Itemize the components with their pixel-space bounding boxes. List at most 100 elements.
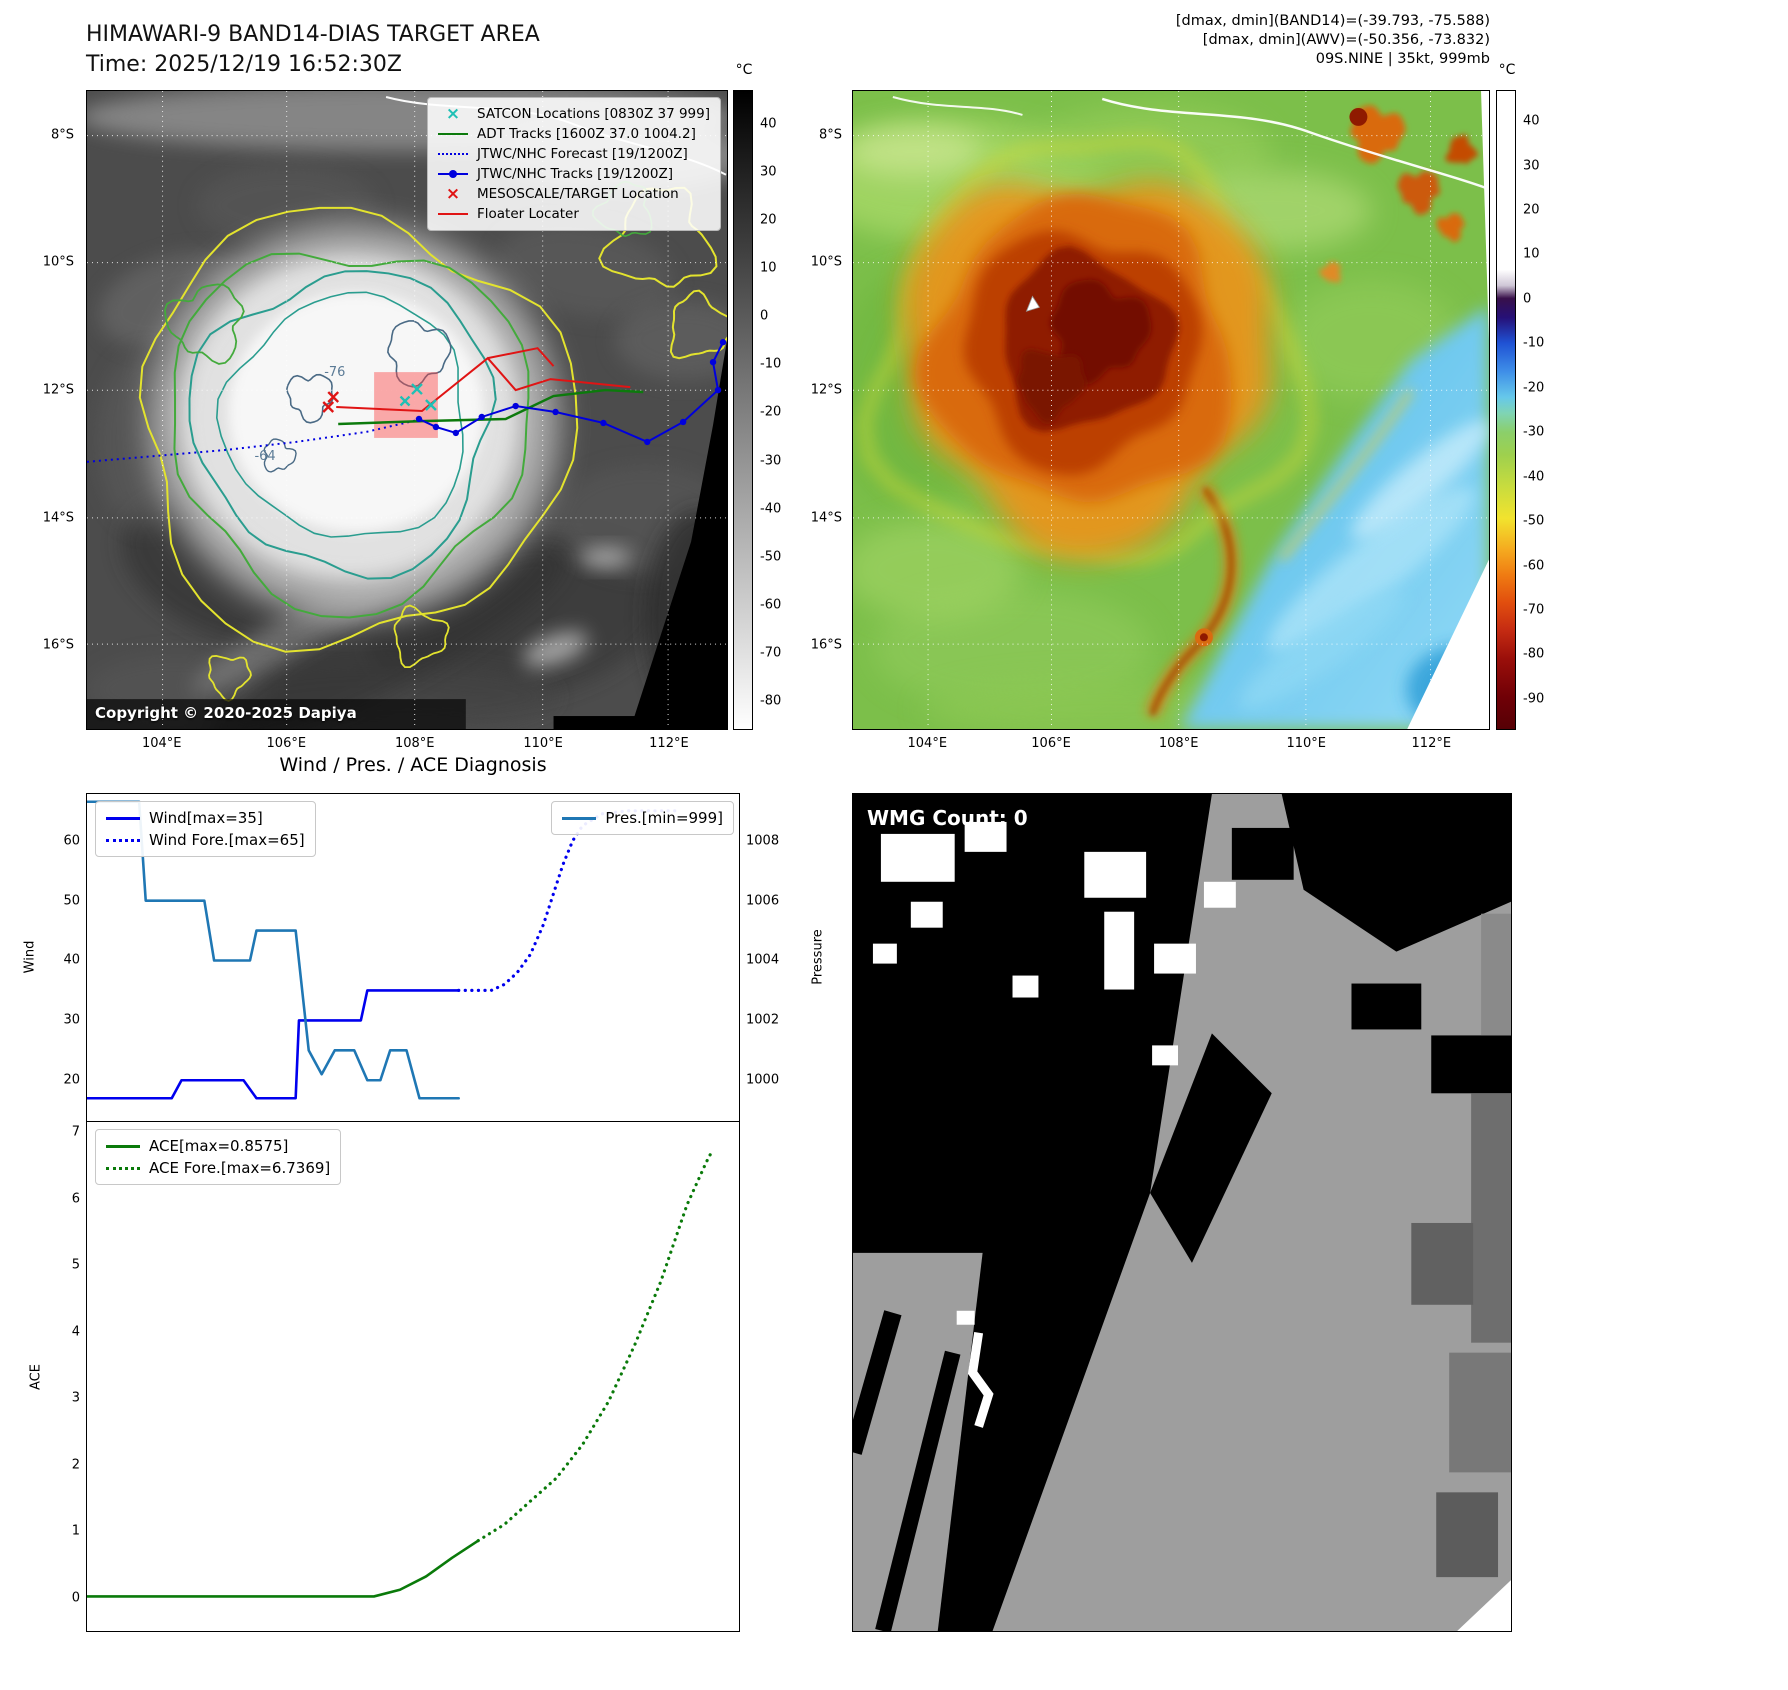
no-data-wedge (630, 340, 727, 729)
series-line (87, 1539, 480, 1598)
y-axis-tick-label: 3 (71, 1390, 80, 1406)
y-axis-tick-label: 4 (71, 1324, 80, 1340)
colorbar-tick-label: 20 (1523, 202, 1540, 218)
ace-plot (87, 1147, 715, 1598)
lat-tick-label: 16°S (42, 637, 74, 653)
y-axis-tick-label: 2 (71, 1457, 80, 1473)
band14-dmax-dmin: [dmax, dmin](BAND14)=(-39.793, -75.588) (1175, 13, 1490, 29)
chart-legend-item: Wind[max=35] (106, 807, 305, 829)
colorbar-tick-label: -10 (760, 356, 782, 372)
floater-track (336, 356, 631, 413)
colorbar-tick-label: -70 (1523, 602, 1545, 618)
pressure-legend: Pres.[min=999] (551, 801, 734, 835)
lon-tick-label: 112°E (649, 736, 689, 751)
colorbar-tick-label: -40 (760, 501, 782, 517)
lat-tick-label: 12°S (42, 382, 74, 398)
band14-colorbar (733, 90, 753, 730)
legend-line-sample (438, 153, 468, 155)
storm-tracks (87, 339, 727, 463)
copyright-label: Copyright © 2020-2025 Dapiya (95, 704, 357, 722)
contour-label: -64 (254, 449, 275, 464)
contour-label: -76 (324, 365, 345, 380)
lat-tick-label: 10°S (42, 254, 74, 270)
legend-item-label: MESOSCALE/TARGET Location (477, 186, 679, 202)
legend-item-label: SATCON Locations [0830Z 37 999] (477, 106, 710, 122)
y-axis-tick-label: 1002 (746, 1012, 780, 1028)
band14-colorbar-unit: °C (735, 62, 753, 78)
lon-tick-label: 108°E (394, 736, 435, 751)
y-axis-tick-label: 20 (63, 1072, 80, 1088)
y-axis-tick-label: 50 (63, 893, 80, 909)
band14-timestamp: Time: 2025/12/19 16:52:30Z (86, 52, 402, 77)
storm-info-block: [dmax, dmin](BAND14)=(-39.793, -75.588) … (800, 12, 1490, 69)
chart-legend-label: Pres.[min=999] (605, 809, 723, 827)
wmg-count-label: WMG Count: 0 (867, 806, 1028, 830)
storm-id-intensity: 09S.NINE | 35kt, 999mb (1315, 51, 1490, 67)
chart-legend-label: ACE[max=0.8575] (149, 1137, 289, 1155)
pressure-axis-label: Pressure (810, 929, 826, 985)
band14-lat-tick-labels: 8°S 10°S 12°S 14°S 16°S (0, 90, 80, 730)
y-axis-tick-label: 40 (63, 952, 80, 968)
legend-item: × MESOSCALE/TARGET Location (438, 184, 710, 204)
x-marker-icon: × (445, 103, 461, 124)
y-axis-tick-label: 1004 (746, 952, 780, 968)
band14-colorbar-tick-labels: 40 30 20 10 0 -10 -20 -30 -40 -50 -60 -70 -80 (760, 90, 806, 730)
awv-colorbar-tick-labels: 40 30 20 10 0 -10 -20 -30 -40 -50 -60 -70 -80 -90 (1523, 90, 1569, 730)
band14-title: HIMAWARI-9 BAND14-DIAS TARGET AREA (86, 22, 540, 47)
legend-item: JTWC/NHC Tracks [19/1200Z] (438, 164, 710, 184)
lat-tick-label: 14°S (810, 510, 842, 526)
legend-line-sample (106, 1144, 140, 1148)
coastline (1101, 97, 1489, 190)
legend-item: ADT Tracks [1600Z 37.0 1004.2] (438, 124, 710, 144)
lat-tick-label: 16°S (810, 637, 842, 653)
y-axis-tick-label: 0 (71, 1590, 80, 1606)
wind-pressure-chart: Wind[max=35] Wind Fore.[max=65] Pres.[min… (63, 793, 779, 1122)
wind-legend: Wind[max=35] Wind Fore.[max=65] (95, 801, 316, 857)
legend-item: Floater Locater (438, 204, 710, 224)
colorbar-tick-label: 20 (760, 212, 777, 228)
legend-line-sample (106, 838, 140, 842)
y-axis-tick-label: 1006 (746, 893, 780, 909)
colorbar-tick-label: 30 (760, 164, 777, 180)
band14-title-block: HIMAWARI-9 BAND14-DIAS TARGET AREA Time:… (86, 20, 540, 80)
legend-item-label: JTWC/NHC Tracks [19/1200Z] (477, 166, 674, 182)
colorbar-tick-label: -30 (760, 453, 782, 469)
x-marker-icon: × (445, 183, 461, 204)
chart-legend-label: Wind Fore.[max=65] (149, 831, 305, 849)
colorbar-tick-label: -70 (760, 645, 782, 661)
legend-line-sample (106, 816, 140, 820)
lat-tick-label: 14°S (42, 510, 74, 526)
series-line (457, 809, 682, 992)
lon-tick-label: 108°E (1158, 736, 1199, 751)
colorbar-tick-label: -20 (760, 404, 782, 420)
lon-tick-label: 110°E (523, 736, 563, 751)
awv-satellite-image (853, 91, 1489, 729)
awv-dmax-dmin: [dmax, dmin](AWV)=(-50.356, -73.832) (1202, 32, 1490, 48)
y-axis-tick-label: 1000 (746, 1072, 780, 1088)
wmg-image (853, 794, 1511, 1631)
lon-tick-label: 104°E (141, 736, 182, 751)
colorbar-tick-label: -50 (1523, 513, 1545, 529)
central-dense-overcast (149, 224, 559, 620)
line-marker-icon (438, 212, 468, 216)
chart-legend-item: Pres.[min=999] (562, 807, 723, 829)
y-axis-tick-label: 30 (63, 1012, 80, 1028)
lon-tick-label: 106°E (266, 736, 307, 751)
wmg-panel: WMG Count: 0 (852, 793, 1512, 1632)
chart-legend-item: Wind Fore.[max=65] (106, 829, 305, 851)
awv-lon-tick-labels: 104°E 106°E 108°E 110°E 112°E (852, 736, 1490, 756)
awv-satellite-panel (852, 90, 1490, 730)
series-line (87, 989, 460, 1100)
band14-satellite-panel: -76 -64 × SATCON Locations [0830Z 37 999] A… (86, 90, 728, 730)
legend-line-sample (106, 1166, 140, 1170)
y-axis-tick-label: 60 (63, 833, 80, 849)
legend-dot (449, 170, 457, 178)
colorbar-tick-label: -60 (1523, 558, 1545, 574)
colorbar-tick-label: 10 (760, 260, 777, 276)
legend-item-label: JTWC/NHC Forecast [19/1200Z] (477, 146, 688, 162)
line-marker-icon (438, 153, 468, 155)
diagnosis-title: Wind / Pres. / ACE Diagnosis (279, 754, 547, 776)
chart-legend-item: ACE[max=0.8575] (106, 1135, 330, 1157)
line-marker-icon (438, 170, 468, 178)
